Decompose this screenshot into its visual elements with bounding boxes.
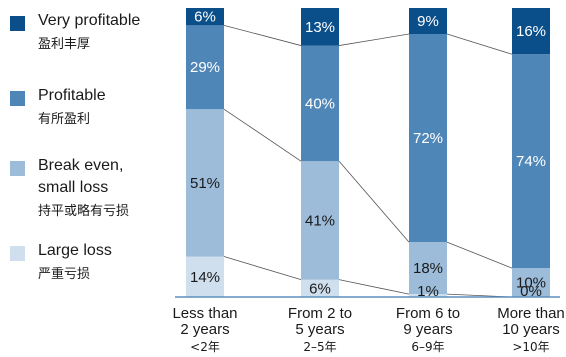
bar-segment-very-profitable-2 [409, 8, 447, 35]
legend-label-en: Break even, [38, 157, 124, 174]
connector-line-1 [338, 279, 410, 295]
data-label-break-even-small-loss-2: 18% [413, 260, 443, 277]
bar-segment-profitable-3 [512, 54, 550, 269]
legend-label-en: Profitable [38, 87, 106, 104]
legend: Very profitable 盈利丰厚 Profitable 有所盈利 Bre… [0, 0, 175, 300]
data-label-large-loss-2: 1% [417, 283, 439, 300]
connector-line-5 [446, 241, 513, 269]
data-label-profitable-2: 72% [413, 130, 443, 147]
data-label-profitable-3: 74% [516, 153, 546, 170]
category-label-line1-2: From 6 to [396, 305, 460, 322]
category-label-line1-3: More than [497, 305, 565, 322]
bar-segment-large-loss-0 [186, 256, 224, 297]
bar-segment-large-loss-2 [409, 294, 447, 297]
data-label-large-loss-1: 6% [309, 280, 331, 297]
category-label-line2-2: 9 years [403, 321, 452, 338]
data-label-break-even-small-loss-1: 41% [305, 212, 335, 229]
bar-segment-break-even-small-loss-3 [512, 268, 550, 297]
data-label-large-loss-0: 14% [190, 269, 220, 286]
data-label-large-loss-3: 0% [520, 283, 542, 300]
category-label-line2-0: 2 years [180, 321, 229, 338]
category-label-zh-3: >10年 [512, 340, 549, 354]
legend-label-en: Very profitable [38, 12, 141, 29]
legend-label-zh: 严重亏损 [38, 267, 91, 282]
category-label-line2-1: 5 years [295, 321, 344, 338]
legend-swatch-large-loss [10, 246, 25, 261]
legend-label-en: Large loss [38, 242, 112, 259]
connector-line-4 [338, 160, 410, 243]
bar-segment-very-profitable-1 [301, 8, 339, 46]
connector-line-8 [446, 33, 513, 55]
category-label-line1-0: Less than [172, 305, 237, 322]
bar-segment-very-profitable-0 [186, 8, 224, 26]
bar-segment-very-profitable-3 [512, 8, 550, 55]
category-label-line2-3: 10 years [502, 321, 560, 338]
data-label-very-profitable-3: 16% [516, 23, 546, 40]
legend-swatch-very-profitable [10, 16, 25, 31]
connector-line-7 [338, 33, 410, 46]
bar-segment-break-even-small-loss-0 [186, 109, 224, 257]
data-label-break-even-small-loss-0: 51% [190, 175, 220, 192]
legend-swatch-break-even [10, 161, 25, 176]
bar-segment-profitable-0 [186, 25, 224, 110]
bar-segment-break-even-small-loss-1 [301, 161, 339, 280]
connector-line-6 [223, 24, 302, 46]
connector-line-0 [223, 256, 302, 281]
bar-segment-profitable-2 [409, 34, 447, 243]
category-label-zh-0: <2年 [190, 340, 220, 354]
data-label-very-profitable-1: 13% [305, 19, 335, 36]
legend-label-zh: 持平或略有亏损 [38, 204, 130, 219]
legend-label-zh: 盈利丰厚 [38, 37, 91, 52]
bar-segment-break-even-small-loss-2 [409, 242, 447, 295]
data-label-profitable-1: 40% [305, 95, 335, 112]
bar-segment-profitable-1 [301, 45, 339, 162]
category-label-zh-1: 2–5年 [303, 340, 336, 354]
category-label-zh-2: 6–9年 [411, 340, 444, 354]
data-label-break-even-small-loss-3: 10% [516, 275, 546, 292]
data-label-very-profitable-2: 9% [417, 13, 439, 30]
legend-label-en-line2: small loss [38, 179, 109, 196]
data-label-profitable-0: 29% [190, 59, 220, 76]
data-label-very-profitable-0: 6% [194, 9, 216, 26]
bar-segment-large-loss-1 [301, 279, 339, 297]
legend-swatch-profitable [10, 91, 25, 106]
legend-label-zh: 有所盈利 [38, 112, 91, 127]
category-label-line1-1: From 2 to [288, 305, 352, 322]
connector-line-3 [223, 108, 302, 162]
